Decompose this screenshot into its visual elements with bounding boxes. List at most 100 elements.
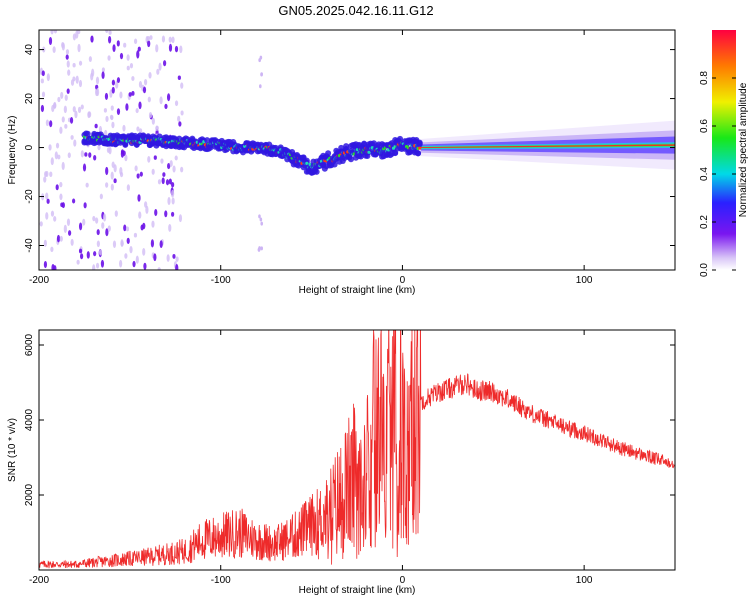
spectrogram-noise-mark bbox=[100, 259, 105, 268]
spectrogram-noise-mark bbox=[142, 247, 146, 256]
spectrogram-noise-mark bbox=[40, 104, 45, 113]
snr-panel: -200 -100 0 100 2000 4000 6000 Height of stra… bbox=[7, 329, 676, 596]
spectrogram-noise-mark bbox=[105, 115, 109, 123]
svg-text:0.6: 0.6 bbox=[699, 119, 710, 133]
spectrogram-noise-mark bbox=[171, 211, 175, 217]
spectrogram-noise-mark bbox=[171, 181, 175, 188]
colorbar: 0.0 0.2 0.4 0.6 0.8 Normalized spectral ampl… bbox=[699, 30, 749, 277]
spectrogram-noise-mark bbox=[101, 222, 105, 229]
spectrogram-noise-mark bbox=[66, 88, 70, 94]
spectrogram-y-ticks: -40 -20 0 20 40 bbox=[24, 44, 675, 253]
spectrogram-noise-mark bbox=[174, 100, 179, 107]
svg-text:0: 0 bbox=[400, 575, 406, 586]
spectrogram-noise-mark bbox=[149, 35, 153, 40]
spectrogram-noise-mark bbox=[103, 108, 108, 113]
spectrogram-band bbox=[420, 144, 675, 148]
spectrogram-marks bbox=[39, 30, 675, 270]
spectrogram-noise-mark bbox=[159, 96, 163, 105]
spectrogram-noise-mark bbox=[111, 86, 115, 94]
spectrogram-noise-mark bbox=[174, 155, 178, 161]
spectrogram-noise-mark bbox=[172, 165, 176, 173]
snr-x-tick: -200 bbox=[29, 330, 49, 586]
spectrogram-noise-mark bbox=[75, 75, 79, 84]
spectrogram-noise-mark bbox=[124, 253, 128, 259]
svg-text:-200: -200 bbox=[29, 275, 49, 286]
spectrogram-noise-mark bbox=[116, 108, 121, 116]
spectrogram-noise-mark bbox=[72, 76, 76, 82]
spectrogram-noise-mark bbox=[150, 239, 155, 248]
svg-text:100: 100 bbox=[576, 575, 593, 586]
colorbar-tick: 0.0 bbox=[699, 263, 736, 277]
spectrogram-noise-mark bbox=[86, 251, 90, 259]
spectrogram-noise-mark bbox=[69, 116, 74, 124]
spectrogram-trace-mark bbox=[313, 168, 320, 175]
spectrogram-noise-mark bbox=[135, 108, 139, 114]
spectrogram-noise-mark bbox=[95, 217, 99, 224]
spectrogram-trace-mark bbox=[331, 161, 338, 168]
spectrogram-noise-mark bbox=[65, 54, 69, 60]
spectrogram-noise-mark bbox=[39, 221, 43, 227]
spectrogram-noise-mark bbox=[101, 67, 105, 73]
spectrogram-noise-mark bbox=[135, 255, 139, 264]
snr-frame bbox=[38, 329, 676, 571]
spectrogram-noise-mark bbox=[83, 202, 87, 209]
spectrogram-noise-mark bbox=[50, 246, 54, 252]
spectrogram-noise-mark bbox=[95, 88, 100, 97]
spectrogram-noise-mark bbox=[136, 50, 140, 59]
spectrogram-noise-mark bbox=[180, 166, 184, 173]
spectrogram-noise-mark bbox=[147, 40, 151, 48]
spectrogram-noise-mark bbox=[136, 173, 140, 179]
spectrogram-noise-mark bbox=[164, 103, 168, 110]
spectrogram-noise-mark bbox=[148, 72, 152, 79]
spectrogram-noise-mark bbox=[61, 116, 65, 123]
spectrogram-noise-mark bbox=[45, 170, 49, 177]
snr-x-tick: -100 bbox=[211, 330, 231, 586]
spectrogram-noise-mark bbox=[177, 75, 181, 80]
spectrogram-noise-mark bbox=[109, 114, 114, 120]
spectrogram-noise-mark bbox=[92, 264, 96, 270]
spectrogram-trace-mark bbox=[204, 137, 211, 144]
spectrogram-noise-mark bbox=[96, 229, 100, 236]
spectrogram-noise-mark bbox=[168, 223, 172, 232]
snr-series-line bbox=[39, 330, 675, 569]
spectrogram-noise-mark bbox=[168, 43, 173, 52]
spectrogram-noise-mark bbox=[153, 253, 157, 262]
svg-text:-20: -20 bbox=[24, 189, 35, 204]
spectrogram-y-tick: 0 bbox=[24, 144, 675, 150]
spectrogram-noise-mark bbox=[131, 76, 135, 81]
spectrogram-noise-mark bbox=[43, 239, 47, 247]
spectrogram-noise-mark bbox=[137, 46, 141, 52]
spectrogram-noise-mark bbox=[163, 60, 167, 67]
spectrogram-noise-mark bbox=[56, 234, 61, 243]
spectrogram-noise-mark bbox=[136, 126, 140, 132]
spectrogram-noise-mark bbox=[142, 222, 146, 230]
spectrogram-noise-mark bbox=[60, 91, 64, 99]
spectrogram-noise-mark bbox=[46, 73, 50, 82]
spectrogram-noise-mark bbox=[61, 202, 65, 209]
spectrogram-trace-mark bbox=[415, 150, 422, 157]
spectrogram-x-ticks: -200 -100 0 100 bbox=[29, 30, 593, 286]
spectrogram-noise-mark bbox=[171, 189, 175, 198]
spectrogram-noise-mark bbox=[112, 240, 117, 248]
spectrogram-noise-mark bbox=[50, 30, 54, 35]
spectrogram-trace-mark bbox=[325, 150, 332, 157]
spectrogram-trace-mark bbox=[418, 146, 422, 150]
colorbar-gradient bbox=[712, 30, 736, 270]
spectrogram-noise-mark bbox=[105, 182, 109, 188]
spectrogram-noise-mark bbox=[129, 62, 134, 69]
spectrogram-noise-mark bbox=[80, 253, 84, 260]
spectrogram-noise-mark bbox=[126, 65, 130, 71]
spectrogram-noise-mark bbox=[82, 163, 87, 172]
colorbar-tick: 0.6 bbox=[699, 119, 736, 133]
spectrogram-noise-mark bbox=[57, 154, 61, 160]
spectrogram-noise-mark bbox=[133, 232, 138, 238]
colorbar-tick: 0.2 bbox=[699, 215, 736, 229]
spectrogram-noise-mark bbox=[148, 111, 153, 119]
spectrogram-noise-mark bbox=[166, 254, 170, 262]
spectrogram-noise-mark bbox=[178, 214, 183, 223]
spectrogram-noise-mark bbox=[53, 216, 57, 222]
spectrogram-noise-mark bbox=[64, 124, 68, 129]
spectrogram-noise-mark bbox=[72, 106, 76, 113]
snr-x-tick: 100 bbox=[576, 330, 593, 586]
svg-text:0: 0 bbox=[24, 144, 35, 150]
